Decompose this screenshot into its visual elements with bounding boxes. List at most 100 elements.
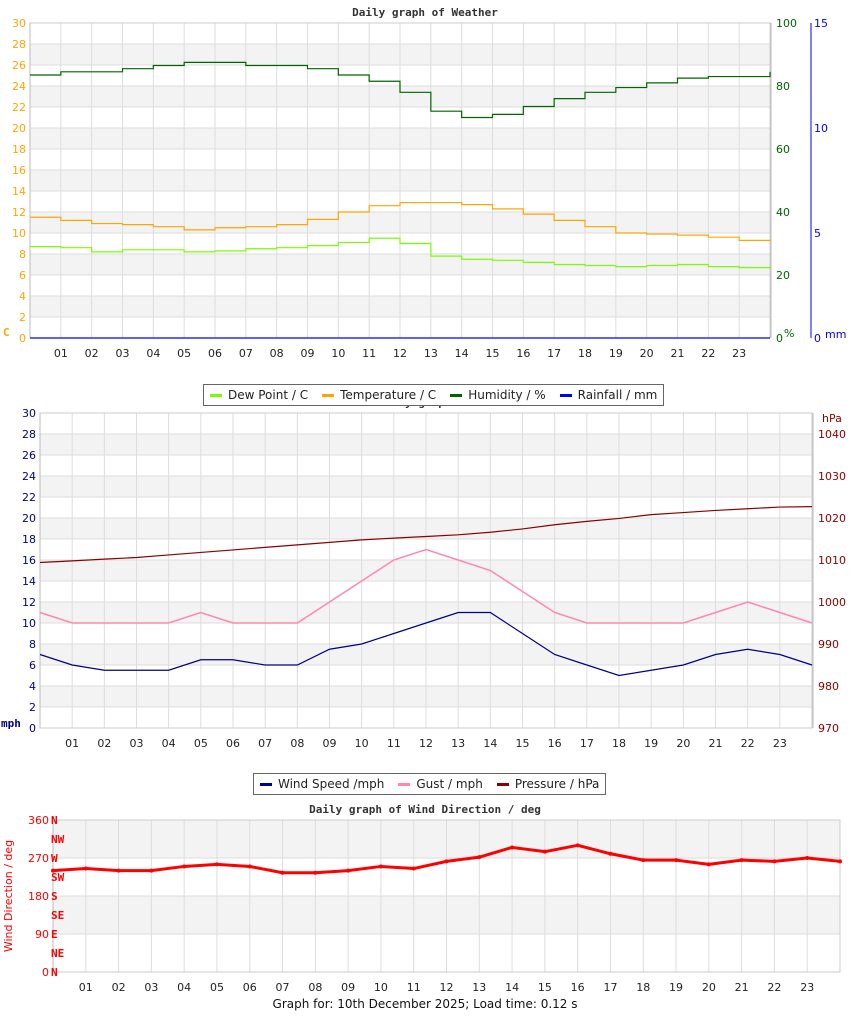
y-tick-label: 2 (29, 701, 36, 714)
y-tick-label: 8 (19, 248, 26, 261)
legend-item: Gust / mph (398, 777, 483, 791)
wind-direction-point (575, 843, 580, 848)
x-tick-label: 20 (676, 737, 690, 750)
x-tick-label: 08 (308, 981, 322, 994)
x-tick-label: 03 (116, 347, 130, 360)
legend-item: Humidity / % (450, 388, 546, 402)
wind-direction-segment (741, 858, 775, 863)
y-tick-label: 26 (12, 59, 26, 72)
x-tick-label: 22 (741, 737, 755, 750)
wind-direction-segment (249, 864, 283, 875)
x-tick-label: 10 (355, 737, 369, 750)
x-tick-label: 13 (424, 347, 438, 360)
x-tick-label: 04 (162, 737, 176, 750)
x-tick-label: 02 (85, 347, 99, 360)
series-line-pressure (39, 506, 813, 564)
x-tick-label: 10 (374, 981, 388, 994)
wind-direction-segment (347, 864, 382, 873)
x-tick-label: 17 (603, 981, 617, 994)
right-tick-label: 1010 (818, 554, 846, 567)
x-tick-label: 17 (580, 737, 594, 750)
x-tick-label: 21 (671, 347, 685, 360)
legend-swatch (559, 394, 572, 397)
legend-wind: Wind Speed /mph Gust / mph Pressure / hPa (253, 773, 607, 795)
wind-direction-segment (380, 864, 414, 871)
wind-direction-segment (610, 852, 644, 862)
rain-tick-label: 10 (814, 122, 828, 135)
right-axis-unit: hPa (822, 412, 842, 425)
x-tick-label: 14 (483, 737, 497, 750)
legend-swatch (260, 783, 272, 786)
wind-direction-point (805, 856, 810, 860)
y-tick-label: 6 (29, 659, 36, 672)
x-tick-label: 20 (640, 347, 654, 360)
x-tick-label: 01 (65, 737, 79, 750)
wind-direction-point (641, 858, 646, 863)
wind-direction-point (280, 870, 285, 875)
wind-direction-point (51, 868, 55, 873)
right-tick-label: 1040 (818, 428, 846, 441)
wind-direction-point (608, 851, 613, 856)
wind-direction-point (247, 864, 252, 869)
x-tick-label: 14 (455, 347, 469, 360)
wind-direction-point (772, 859, 777, 864)
x-tick-label: 07 (258, 737, 272, 750)
wind-direction-point (182, 864, 187, 869)
wind-direction-point (739, 858, 744, 863)
compass-label: S (51, 890, 58, 903)
y-tick-label: 16 (12, 164, 26, 177)
x-tick-label: 21 (709, 737, 723, 750)
x-tick-label: 21 (735, 981, 749, 994)
legend-label: Rainfall / mm (577, 388, 658, 402)
wind-direction-point (542, 849, 547, 854)
series-line-dew (30, 237, 771, 269)
right-tick-label: 1020 (818, 512, 846, 525)
wind-direction-segment (708, 858, 742, 866)
x-tick-label: 01 (54, 347, 68, 360)
wind-direction-point (477, 855, 482, 860)
wind-direction-segment (577, 843, 611, 856)
legend-label: Humidity / % (468, 388, 546, 402)
chart-title: Daily graph of Weather (352, 6, 498, 19)
x-tick-label: 09 (341, 981, 355, 994)
wind-direction-point (510, 845, 515, 850)
wind-direction-segment (478, 846, 513, 859)
y-tick-label: 16 (22, 554, 36, 567)
y-axis-unit: mph (1, 717, 21, 730)
legend-item: Pressure / hPa (496, 777, 599, 791)
rain-axis-unit: mm (825, 328, 846, 341)
y-tick-label: 28 (22, 428, 36, 441)
right-tick-label: 1000 (818, 596, 846, 609)
legend-swatch (450, 394, 463, 397)
x-tick-label: 18 (636, 981, 650, 994)
x-tick-label: 12 (393, 347, 407, 360)
y-tick-label: 18 (12, 143, 26, 156)
y-tick-label: 4 (29, 680, 36, 693)
right-tick-label: 60 (776, 143, 790, 156)
legend-swatch (322, 394, 335, 397)
y-tick-label: 30 (22, 407, 36, 420)
x-tick-label: 13 (472, 981, 486, 994)
x-tick-label: 23 (773, 737, 787, 750)
legend-item: Dew Point / C (210, 388, 308, 402)
y-tick-label: 0 (42, 966, 49, 979)
wind-direction-point (674, 858, 679, 863)
compass-label: E (51, 928, 58, 941)
x-tick-label: 12 (419, 737, 433, 750)
y-tick-label: 20 (12, 122, 26, 135)
x-tick-label: 08 (270, 347, 284, 360)
x-tick-label: 17 (547, 347, 561, 360)
y-tick-label: 14 (12, 185, 26, 198)
y-tick-label: 2 (19, 311, 26, 324)
wind-direction-point (444, 859, 449, 864)
x-tick-label: 12 (440, 981, 454, 994)
rain-tick-label: 0 (814, 332, 821, 345)
y-tick-label: 28 (12, 38, 26, 51)
wind-direction-point (83, 866, 88, 871)
x-tick-label: 14 (505, 981, 519, 994)
right-tick-label: 990 (818, 638, 839, 651)
x-tick-label: 06 (243, 981, 257, 994)
x-tick-label: 22 (767, 981, 781, 994)
y-tick-label: 24 (12, 80, 26, 93)
right-tick-label: 100 (776, 17, 797, 30)
